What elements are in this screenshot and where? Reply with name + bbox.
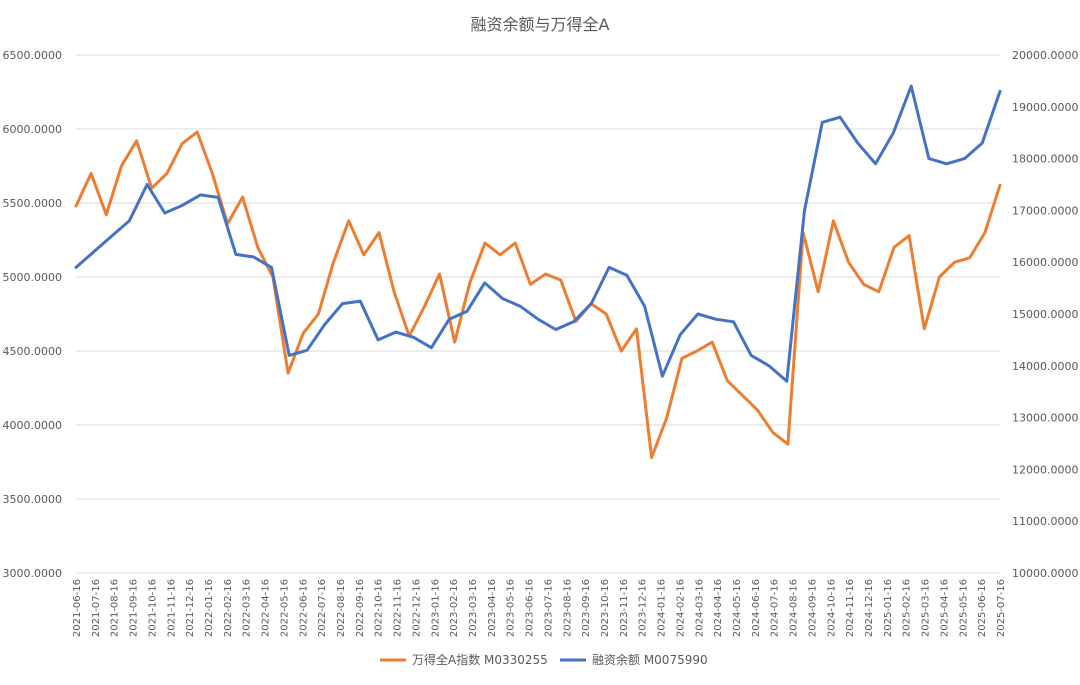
x-tick-label: 2023-10-16 [600, 579, 611, 637]
x-tick-label: 2023-04-16 [487, 579, 498, 637]
left-axis: 3000.0000 3500.0000 4000.0000 4500.0000 5000… [3, 49, 63, 580]
x-tick-label: 2021-09-16 [129, 579, 140, 637]
right-tick-label: 10000.0000 [1012, 567, 1078, 580]
x-tick-label: 2021-10-16 [147, 579, 158, 637]
x-tick-label: 2022-02-16 [223, 579, 234, 637]
x-tick-label: 2022-11-16 [393, 579, 404, 637]
x-tick-label: 2023-03-16 [468, 579, 479, 637]
x-tick-label: 2025-04-16 [939, 579, 950, 637]
x-tick-label: 2022-09-16 [355, 579, 366, 637]
series-line-margin-balance [74, 84, 1002, 383]
x-tick-label: 2021-06-16 [72, 579, 83, 637]
x-tick-label: 2021-07-16 [91, 579, 102, 637]
x-tick-label: 2022-08-16 [336, 579, 347, 637]
x-tick-label: 2022-03-16 [242, 579, 253, 637]
x-tick-label: 2024-05-16 [732, 579, 743, 637]
right-tick-label: 14000.0000 [1012, 360, 1078, 373]
right-tick-label: 16000.0000 [1012, 256, 1078, 269]
x-tick-label: 2023-07-16 [543, 579, 554, 637]
x-tick-label: 2024-10-16 [826, 579, 837, 637]
right-tick-label: 18000.0000 [1012, 153, 1078, 166]
x-tick-label: 2025-07-16 [996, 579, 1007, 637]
right-tick-label: 11000.0000 [1012, 515, 1078, 528]
x-tick-label: 2024-12-16 [864, 579, 875, 637]
left-tick-label: 6000.0000 [3, 123, 63, 136]
left-tick-label: 4000.0000 [3, 419, 63, 432]
x-tick-label: 2023-11-16 [619, 579, 630, 637]
left-tick-label: 6500.0000 [3, 49, 63, 62]
x-tick-label: 2022-07-16 [317, 579, 328, 637]
x-tick-label: 2023-05-16 [506, 579, 517, 637]
x-tick-label: 2025-05-16 [958, 579, 969, 637]
x-tick-label: 2022-01-16 [204, 579, 215, 637]
right-tick-label: 15000.0000 [1012, 308, 1078, 321]
x-tick-label: 2025-02-16 [902, 579, 913, 637]
chart-title: 融资余额与万得全A [471, 15, 610, 34]
left-tick-label: 4500.0000 [3, 345, 63, 358]
x-tick-label: 2024-02-16 [675, 579, 686, 637]
left-tick-label: 3500.0000 [3, 493, 63, 506]
x-tick-label: 2025-01-16 [883, 579, 894, 637]
x-tick-label: 2024-09-16 [807, 579, 818, 637]
series-layer [74, 84, 1002, 460]
x-tick-label: 2024-04-16 [713, 579, 724, 637]
x-tick-label: 2022-10-16 [374, 579, 385, 637]
x-tick-label: 2021-12-16 [185, 579, 196, 637]
x-tick-label: 2022-05-16 [279, 579, 290, 637]
x-tick-label: 2023-01-16 [430, 579, 441, 637]
x-tick-label: 2025-06-16 [977, 579, 988, 637]
x-tick-label: 2023-02-16 [449, 579, 460, 637]
x-tick-label: 2025-03-16 [921, 579, 932, 637]
right-tick-label: 17000.0000 [1012, 204, 1078, 217]
grid-layer [76, 54, 1000, 574]
x-tick-label: 2022-06-16 [298, 579, 309, 637]
left-tick-label: 5000.0000 [3, 271, 63, 284]
x-tick-label: 2021-11-16 [166, 579, 177, 637]
right-tick-label: 12000.0000 [1012, 463, 1078, 476]
x-tick-label: 2024-08-16 [789, 579, 800, 637]
right-tick-label: 19000.0000 [1012, 101, 1078, 114]
legend-label: 融资余额 M0075990 [592, 652, 708, 667]
right-axis: 10000.0000 11000.0000 12000.0000 13000.0000… [1012, 49, 1078, 580]
x-tick-label: 2024-06-16 [751, 579, 762, 637]
x-tick-label: 2022-12-16 [411, 579, 422, 637]
x-tick-label: 2023-08-16 [562, 579, 573, 637]
x-tick-label: 2024-07-16 [770, 579, 781, 637]
x-axis: 2021-06-16 2021-07-16 2021-08-16 2021-09-16… [72, 579, 1007, 637]
x-tick-label: 2023-12-16 [638, 579, 649, 637]
x-tick-label: 2021-08-16 [110, 579, 121, 637]
x-tick-label: 2023-06-16 [525, 579, 536, 637]
series-line-wind-a-index [74, 130, 1002, 460]
legend: 万得全A指数 M0330255 融资余额 M0075990 [380, 652, 708, 667]
left-tick-label: 5500.0000 [3, 197, 63, 210]
x-tick-label: 2024-11-16 [845, 579, 856, 637]
x-tick-label: 2024-03-16 [694, 579, 705, 637]
right-tick-label: 13000.0000 [1012, 412, 1078, 425]
left-tick-label: 3000.0000 [3, 567, 63, 580]
x-tick-label: 2023-09-16 [581, 579, 592, 637]
right-tick-label: 20000.0000 [1012, 49, 1078, 62]
x-tick-label: 2022-04-16 [261, 579, 272, 637]
x-tick-label: 2024-01-16 [657, 579, 668, 637]
legend-label: 万得全A指数 M0330255 [412, 652, 548, 667]
